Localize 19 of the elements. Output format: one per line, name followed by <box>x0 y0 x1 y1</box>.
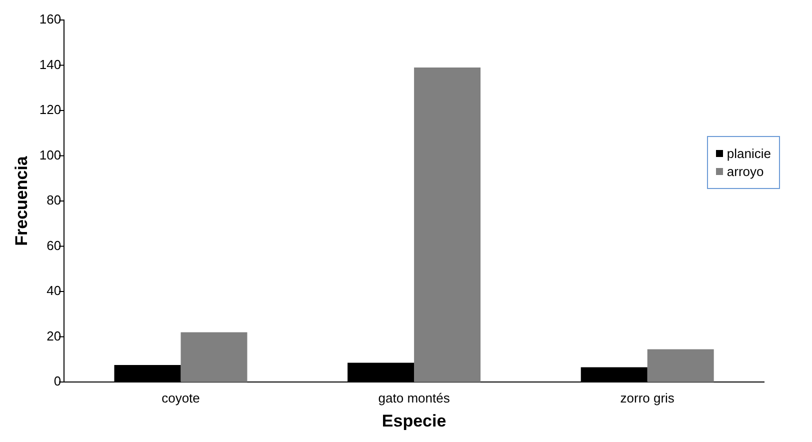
y-tick-label: 140 <box>39 56 62 72</box>
x-tick-label: zorro gris <box>620 390 675 406</box>
x-axis-title: Especie <box>382 411 446 430</box>
bar <box>647 349 714 382</box>
y-tick-label: 60 <box>46 238 62 253</box>
legend-label: planicie <box>726 146 771 161</box>
bar <box>414 68 481 382</box>
y-tick-label: 120 <box>39 102 62 118</box>
x-tick-label: coyote <box>162 390 200 406</box>
y-tick-label: 0 <box>54 374 62 389</box>
y-tick-label: 80 <box>46 192 62 208</box>
y-tick-label: 160 <box>39 12 62 27</box>
y-axis-title: Frecuencia <box>12 156 31 246</box>
y-tick-label: 100 <box>39 147 62 162</box>
bar <box>180 332 248 382</box>
legend-label: arroyo <box>726 164 764 179</box>
y-tick-label: 20 <box>46 328 62 344</box>
x-tick-label: gato montés <box>378 390 450 406</box>
y-tick-label: 40 <box>46 283 62 298</box>
